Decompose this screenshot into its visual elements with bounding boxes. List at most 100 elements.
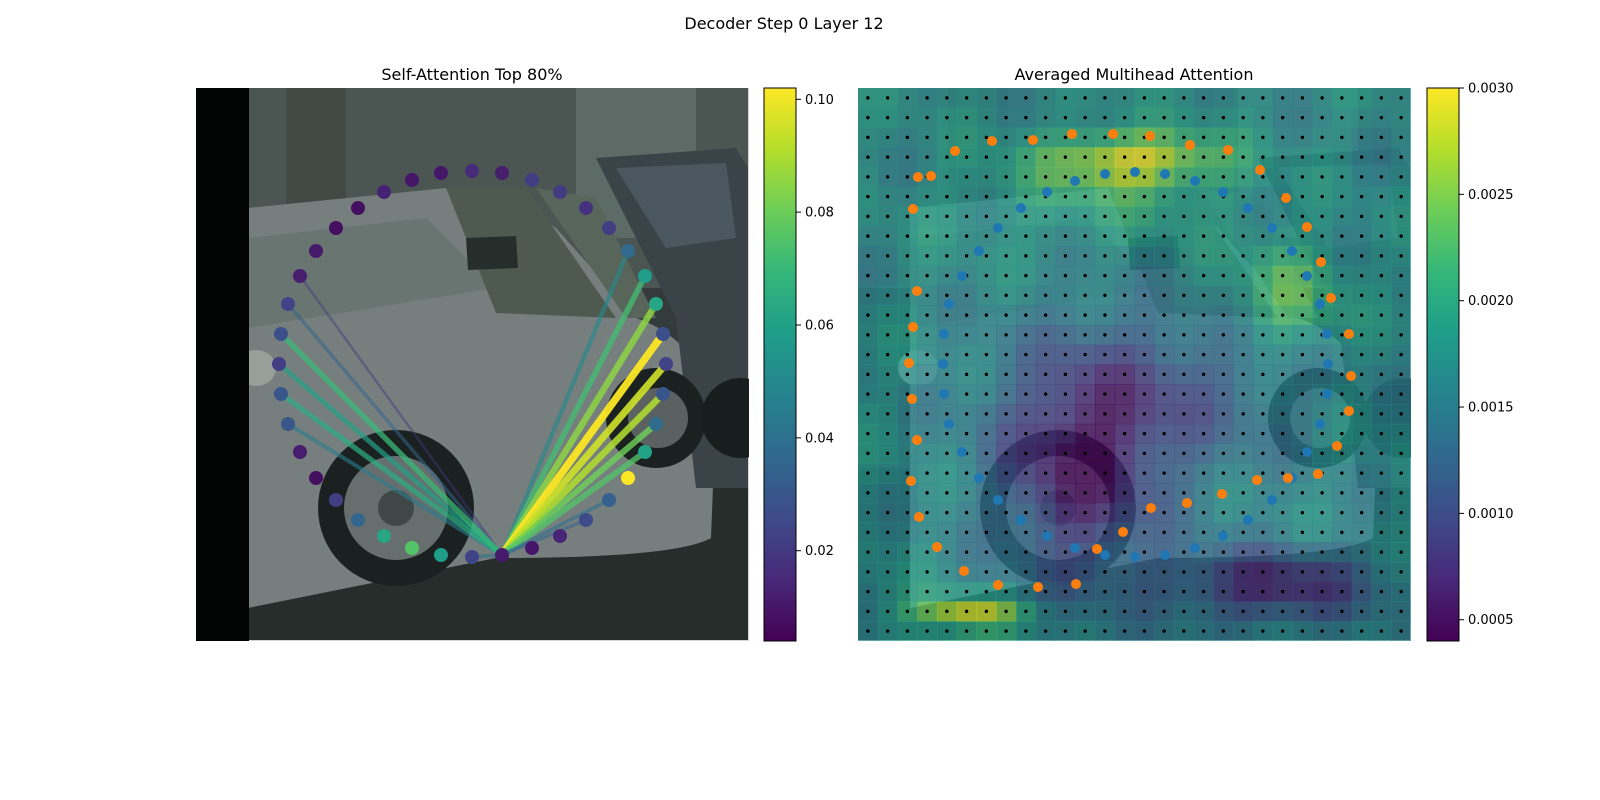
grid-dot [866,135,870,140]
predicted-point [908,204,918,214]
reference-point [939,389,949,399]
reference-point [1267,223,1277,233]
grid-dot [885,431,890,436]
grid-dot [1261,155,1265,159]
grid-dot [1280,313,1285,317]
predicted-point [987,136,997,146]
grid-dot [1162,412,1166,416]
grid-dot [905,352,910,357]
reference-point [1130,552,1140,562]
grid-dot [1122,352,1127,357]
grid-dot [1122,392,1127,396]
grid-dot [1320,491,1324,495]
attention-line [276,361,505,558]
grid-dot [1103,333,1107,337]
grid-dot [984,570,989,574]
grid-dot [885,412,890,416]
grid-dot [1300,392,1305,396]
colorbar-tick-label: 0.0015 [1468,401,1514,416]
grid-dot [1182,333,1186,337]
grid-dot [1280,491,1285,495]
grid-dot [1122,550,1127,554]
grid-dot [905,313,910,317]
grid-dot [885,550,890,554]
grid-dot [925,333,929,337]
grid-dot [905,471,910,475]
grid-dot [1142,194,1147,199]
grid-dot [925,471,929,475]
grid-dot [1083,96,1087,100]
grid-dot [984,234,989,238]
contour-point [405,541,419,555]
grid-dot [1122,609,1127,614]
grid-dot [1221,96,1226,100]
grid-dot [964,491,969,495]
contour-point [405,173,419,187]
grid-dot [1122,510,1127,515]
predicted-point [1346,371,1356,381]
grid-dot [1063,313,1068,317]
grid-dot [1103,629,1107,633]
contour-point [649,297,663,311]
grid-dot [905,175,910,179]
grid-dot [1379,194,1384,199]
grid-dot [1122,96,1127,100]
grid-dot [1162,214,1166,219]
reference-point [957,447,967,457]
grid-dot [1024,135,1028,140]
grid-dot [1379,115,1384,120]
grid-dot [1063,392,1068,396]
grid-dot [945,135,949,140]
grid-dot [1340,115,1344,120]
grid-dot [1280,609,1285,614]
grid-dot [1142,589,1147,594]
grid-dot [945,352,949,357]
attention-line [278,331,505,558]
grid-dot [964,510,969,515]
grid-dot [1340,155,1344,159]
grid-dot [945,550,949,554]
grid-dot [1142,550,1147,554]
grid-dot [1399,510,1403,515]
grid-dot [1359,135,1364,140]
grid-dot [1340,352,1344,357]
attention-line [286,302,504,557]
grid-dot [1182,530,1186,535]
grid-dot [1340,313,1344,317]
grid-dot [1122,372,1127,377]
grid-dot [925,530,929,535]
grid-dot [1083,372,1087,377]
grid-dot [1261,392,1265,396]
grid-dot [1320,194,1324,199]
grid-dot [1122,194,1127,199]
grid-dot [1399,234,1403,238]
grid-dot [1004,491,1008,495]
grid-dot [1399,313,1403,317]
grid-dot [984,609,989,614]
grid-dot [905,392,910,396]
grid-dot [1320,175,1324,179]
grid-dot [1201,352,1206,357]
grid-dot [905,570,910,574]
predicted-point [908,322,918,332]
grid-dot [1122,135,1127,140]
contour-point [465,550,479,564]
grid-dot [1182,629,1186,633]
grid-dot [1004,194,1008,199]
grid-dot [1320,570,1324,574]
grid-dot [964,412,969,416]
grid-dot [925,313,929,317]
predicted-point [912,435,922,445]
grid-dot [1241,530,1245,535]
grid-dot [1399,431,1403,436]
grid-dot [1024,194,1028,199]
grid-dot [1182,135,1186,140]
grid-dot [1399,491,1403,495]
colorbar-tick-label: 0.06 [805,319,834,334]
grid-dot [984,115,989,120]
grid-dot [1221,115,1226,120]
predicted-point [1255,165,1265,175]
grid-dot [1241,412,1245,416]
grid-dot [866,372,870,377]
reference-point [944,419,954,429]
